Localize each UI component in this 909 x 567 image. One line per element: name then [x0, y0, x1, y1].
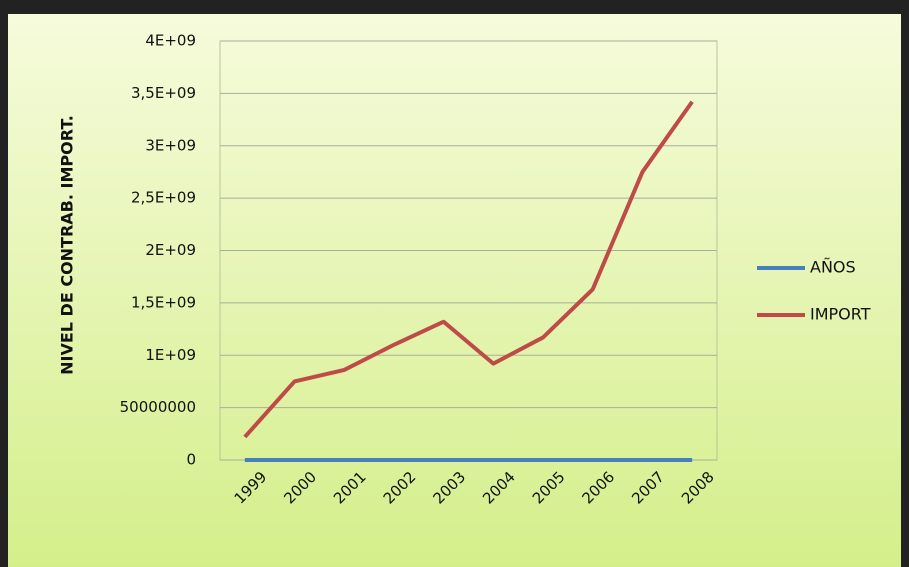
y-tick-label: 2E+09	[145, 241, 196, 259]
legend-label: AÑOS	[810, 258, 856, 277]
y-tick-label: 4E+09	[145, 32, 196, 50]
y-tick-label: 0	[186, 451, 196, 469]
y-tick-label: 2,5E+09	[131, 189, 196, 207]
y-tick-label: 50000000	[120, 398, 196, 416]
y-tick-label: 3,5E+09	[131, 84, 196, 102]
series-line	[243, 100, 694, 439]
y-tick-label: 1,5E+09	[131, 293, 196, 311]
y-axis-label: NIVEL DE CONTRAB. IMPORT.	[58, 115, 77, 375]
chart-background	[8, 14, 901, 567]
y-tick-label: 3E+09	[145, 136, 196, 154]
legend-label: IMPORT	[810, 305, 871, 324]
y-tick-label: 1E+09	[145, 346, 196, 364]
